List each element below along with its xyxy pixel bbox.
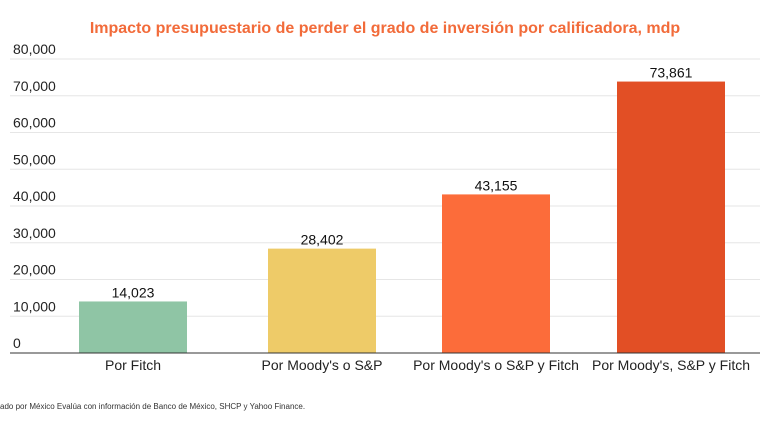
y-tick-label: 70,000 xyxy=(13,78,56,94)
x-axis-labels: Por Fitch Por Moody's o S&P Por Moody's o … xyxy=(105,357,750,373)
y-tick-label: 0 xyxy=(13,335,21,351)
y-tick-label: 10,000 xyxy=(13,298,56,314)
x-category-label: Por Moody's, S&P y Fitch xyxy=(592,357,750,373)
bar-value-label: 43,155 xyxy=(475,177,518,193)
y-axis-ticks: 0 10,000 20,000 30,000 40,000 50,000 60,000 70,… xyxy=(13,41,56,351)
bars xyxy=(79,81,725,353)
y-tick-label: 80,000 xyxy=(13,41,56,57)
bar xyxy=(268,248,376,353)
bar-value-label: 28,402 xyxy=(301,232,344,248)
chart-title: Impacto presupuestario de perder el grad… xyxy=(89,20,681,37)
value-labels: 14,023 28,402 43,155 73,861 xyxy=(112,65,693,301)
source-note: ado por México Evalúa con información de… xyxy=(0,402,306,411)
bar-value-label: 73,861 xyxy=(650,65,693,81)
y-tick-label: 30,000 xyxy=(13,225,56,241)
y-tick-label: 60,000 xyxy=(13,115,56,131)
bar xyxy=(79,301,187,353)
bar xyxy=(617,81,725,353)
y-tick-label: 50,000 xyxy=(13,151,56,167)
bar-value-label: 14,023 xyxy=(112,284,155,300)
x-category-label: Por Moody's o S&P y Fitch xyxy=(413,357,579,373)
x-category-label: Por Fitch xyxy=(105,357,161,373)
y-tick-label: 20,000 xyxy=(13,262,56,278)
x-category-label: Por Moody's o S&P xyxy=(262,357,383,373)
bar xyxy=(442,194,550,353)
y-tick-label: 40,000 xyxy=(13,188,56,204)
bar-chart: 0 10,000 20,000 30,000 40,000 50,000 60,000 70,… xyxy=(10,41,760,373)
